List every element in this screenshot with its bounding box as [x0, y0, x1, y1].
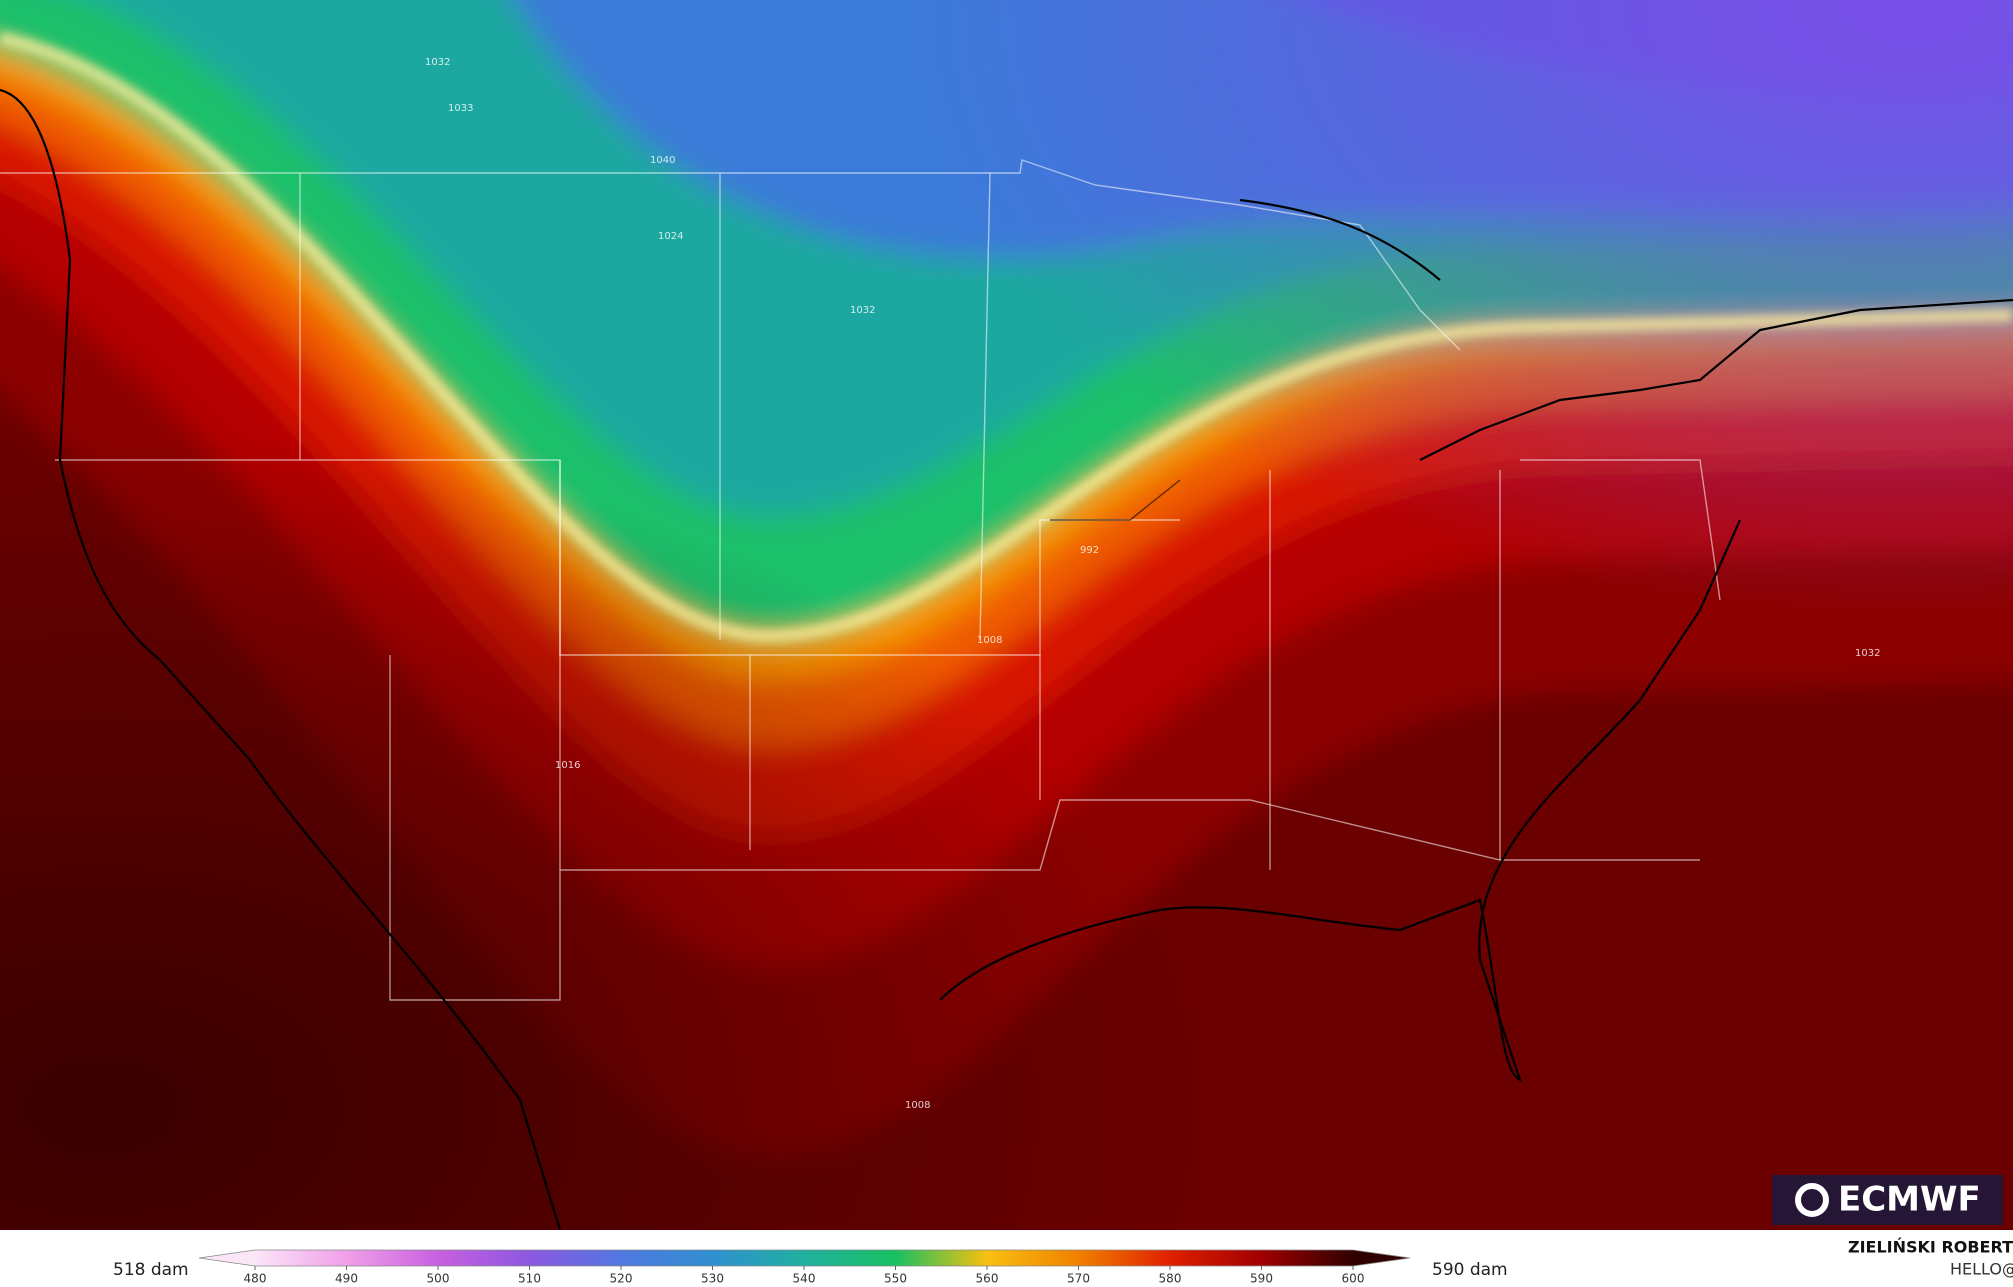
colorbar-tick-label: 600 — [1342, 1272, 1365, 1286]
isobar-label: 1024 — [658, 231, 683, 242]
isobar-label: 1040 — [650, 155, 675, 166]
isobar-label: 1032 — [850, 305, 875, 316]
colorbar-tick-label: 560 — [976, 1272, 999, 1286]
borders — [0, 159, 1721, 1001]
coastline — [0, 88, 2013, 1230]
colorbar-tick-label: 580 — [1159, 1272, 1182, 1286]
isobar-label: 1032 — [1855, 648, 1880, 659]
isobar-label: 1016 — [555, 760, 580, 771]
isobar-labels: 1032 1033 1040 1024 1032 992 1008 1016 1032 1008 — [425, 57, 1880, 1111]
colorbar-tick-label: 520 — [610, 1272, 633, 1286]
ridge-edge — [0, 32, 2013, 643]
weather-map: 103210331040102410329921008101610321008 … — [0, 0, 2013, 1230]
colorbar-tick-label: 510 — [518, 1272, 541, 1286]
shade — [0, 0, 2013, 1230]
logo: ECMWF — [1838, 1180, 1981, 1220]
colorbar-max-label: 590 dam — [1432, 1260, 1508, 1280]
isobar-label: 1008 — [977, 635, 1002, 646]
colorbar-tick-label: 530 — [701, 1272, 724, 1286]
isobar-label: 1033 — [448, 103, 473, 114]
author: ZIELIŃSKI ROBERT — [1848, 1238, 2013, 1257]
colorbar-tick-label: 490 — [335, 1272, 358, 1286]
isobar-label: 1032 — [425, 57, 450, 68]
colorbar-tick-label: 500 — [427, 1272, 450, 1286]
email: HELLO@ROBERTZ.CO — [1950, 1260, 2013, 1279]
isobar-label: 1008 — [905, 1100, 930, 1111]
colorbar-tick-label: 540 — [793, 1272, 816, 1286]
colorbar-ticks: 480 490 500 510 520 530 540 550 560 570 580 590 600 — [244, 1266, 1365, 1286]
colorbar-tick-label: 480 — [244, 1272, 267, 1286]
colorbar-min-label: 518 dam — [113, 1260, 189, 1280]
colorbar-strip: 518 dam 590 dam 480 490 500 510 520 530 540 550… — [113, 1238, 2013, 1286]
logo-box: ECMWF — [1772, 1175, 2003, 1225]
colorbar-tick-label: 570 — [1067, 1272, 1090, 1286]
colorbar-tick-label: 550 — [884, 1272, 907, 1286]
colorbar-tick-label: 590 — [1250, 1272, 1273, 1286]
colorbar — [198, 1249, 1411, 1267]
isobar-label: 992 — [1080, 545, 1099, 556]
